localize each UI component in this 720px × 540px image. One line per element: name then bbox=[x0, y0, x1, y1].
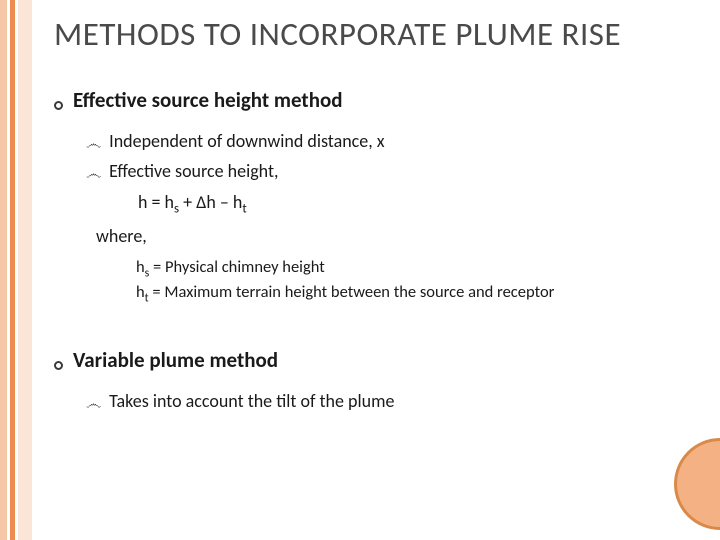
definitions: hs = Physical chimney height ht = Maximu… bbox=[136, 256, 696, 307]
bullet-level2: ෴ Effective source height, bbox=[86, 159, 696, 183]
bullet-level1: Effective source height method bbox=[54, 87, 696, 113]
bullet-level2: ෴ Independent of downwind distance, x bbox=[86, 129, 696, 153]
swirl-icon: ෴ bbox=[86, 167, 101, 183]
section1-heading: Effective source height method bbox=[73, 87, 343, 113]
section2-body: ෴ Takes into account the tilt of the plu… bbox=[86, 389, 696, 413]
section1-point2: Effective source height, bbox=[109, 159, 278, 183]
equation: h = hs + ∆h – ht bbox=[138, 190, 696, 218]
swirl-icon: ෴ bbox=[86, 397, 101, 413]
def-ht: ht = Maximum terrain height between the … bbox=[136, 281, 696, 306]
section2-heading: Variable plume method bbox=[73, 347, 278, 373]
section1-point1: Independent of downwind distance, x bbox=[109, 129, 384, 153]
section2-point1: Takes into account the tilt of the plume bbox=[109, 389, 394, 413]
bullet-level1: Variable plume method bbox=[54, 347, 696, 373]
stripe-1 bbox=[0, 0, 7, 540]
hollow-circle-icon bbox=[54, 101, 63, 110]
stripe-5 bbox=[18, 0, 32, 540]
def-hs: hs = Physical chimney height bbox=[136, 256, 696, 281]
slide-content: METHODS TO INCORPORATE PLUME RISE Effect… bbox=[54, 16, 696, 524]
hollow-circle-icon bbox=[54, 361, 63, 370]
slide-title: METHODS TO INCORPORATE PLUME RISE bbox=[54, 16, 696, 53]
accent-stripes bbox=[0, 0, 36, 540]
eq-mid: + ∆h – h bbox=[179, 191, 242, 213]
section1-body: ෴ Independent of downwind distance, x ෴ … bbox=[86, 129, 696, 307]
where-label: where, bbox=[96, 224, 696, 248]
swirl-icon: ෴ bbox=[86, 137, 101, 153]
eq-prefix: h = h bbox=[138, 191, 174, 213]
bullet-level2: ෴ Takes into account the tilt of the plu… bbox=[86, 389, 696, 413]
eq-sub2: t bbox=[242, 201, 246, 216]
